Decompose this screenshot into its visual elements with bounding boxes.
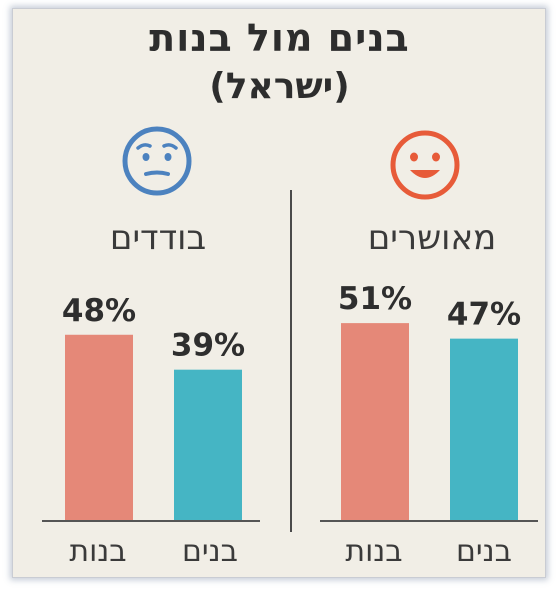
x-label-girls-happy: בנות [345,534,403,569]
value-label-boys-happy: 47% [447,297,521,333]
x-label-boys-happy: בנים [456,534,512,569]
chart-subtitle: (ישראל) [209,66,350,107]
group-label-happy: מאושרים [367,218,497,258]
worried-face-icon [122,126,192,196]
x-label-girls-lonely: בנות [69,534,127,569]
value-label-girls-lonely: 48% [62,293,136,329]
bar-boys-lonely [174,369,242,521]
baseline-lonely [42,520,260,522]
value-label-boys-lonely: 39% [171,328,245,364]
bar-girls-lonely [65,334,133,521]
group-divider [290,190,292,532]
baseline-happy [320,520,538,522]
bar-girls-happy [341,323,409,521]
x-label-boys-lonely: בנים [182,534,238,569]
value-label-girls-happy: 51% [338,281,412,317]
smiling-face-icon [390,130,460,200]
bar-boys-happy [450,338,518,521]
chart-title: בנים מול בנות [149,16,410,60]
group-label-lonely: בודדים [109,218,207,258]
